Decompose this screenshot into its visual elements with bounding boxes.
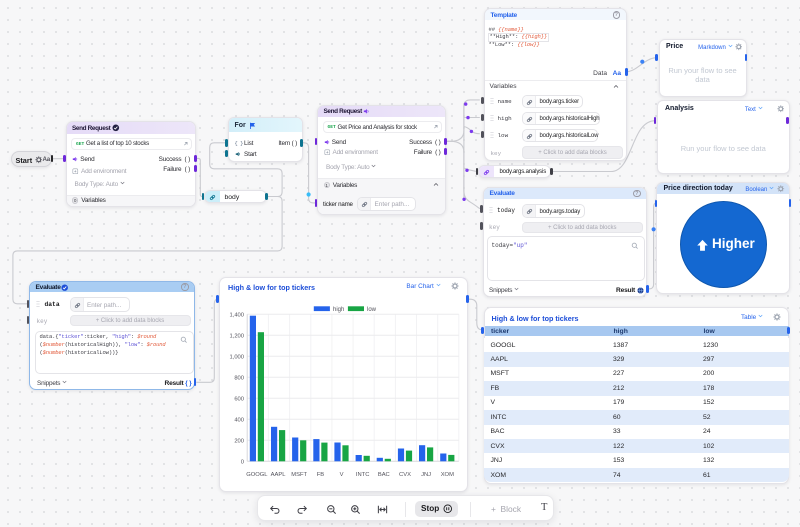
svg-text:CVX: CVX xyxy=(399,472,411,478)
svg-text:400: 400 xyxy=(234,417,244,423)
svg-text:200: 200 xyxy=(234,438,244,444)
svg-text:MSFT: MSFT xyxy=(291,472,307,478)
svg-text:0: 0 xyxy=(240,459,243,465)
svg-text:high: high xyxy=(333,307,344,313)
svg-text:low: low xyxy=(367,307,377,313)
svg-text:FB: FB xyxy=(316,472,324,478)
svg-text:AAPL: AAPL xyxy=(270,472,286,478)
svg-text:V: V xyxy=(339,472,343,478)
svg-text:XOM: XOM xyxy=(440,472,453,478)
svg-text:1,000: 1,000 xyxy=(229,354,244,360)
svg-text:BAC: BAC xyxy=(377,472,389,478)
svg-text:GOOGL: GOOGL xyxy=(246,472,268,478)
svg-text:JNJ: JNJ xyxy=(421,472,431,478)
svg-text:800: 800 xyxy=(234,375,244,381)
svg-text:1,200: 1,200 xyxy=(229,333,244,339)
svg-text:INTC: INTC xyxy=(355,472,369,478)
svg-text:1,400: 1,400 xyxy=(229,312,244,318)
svg-text:600: 600 xyxy=(234,396,244,402)
